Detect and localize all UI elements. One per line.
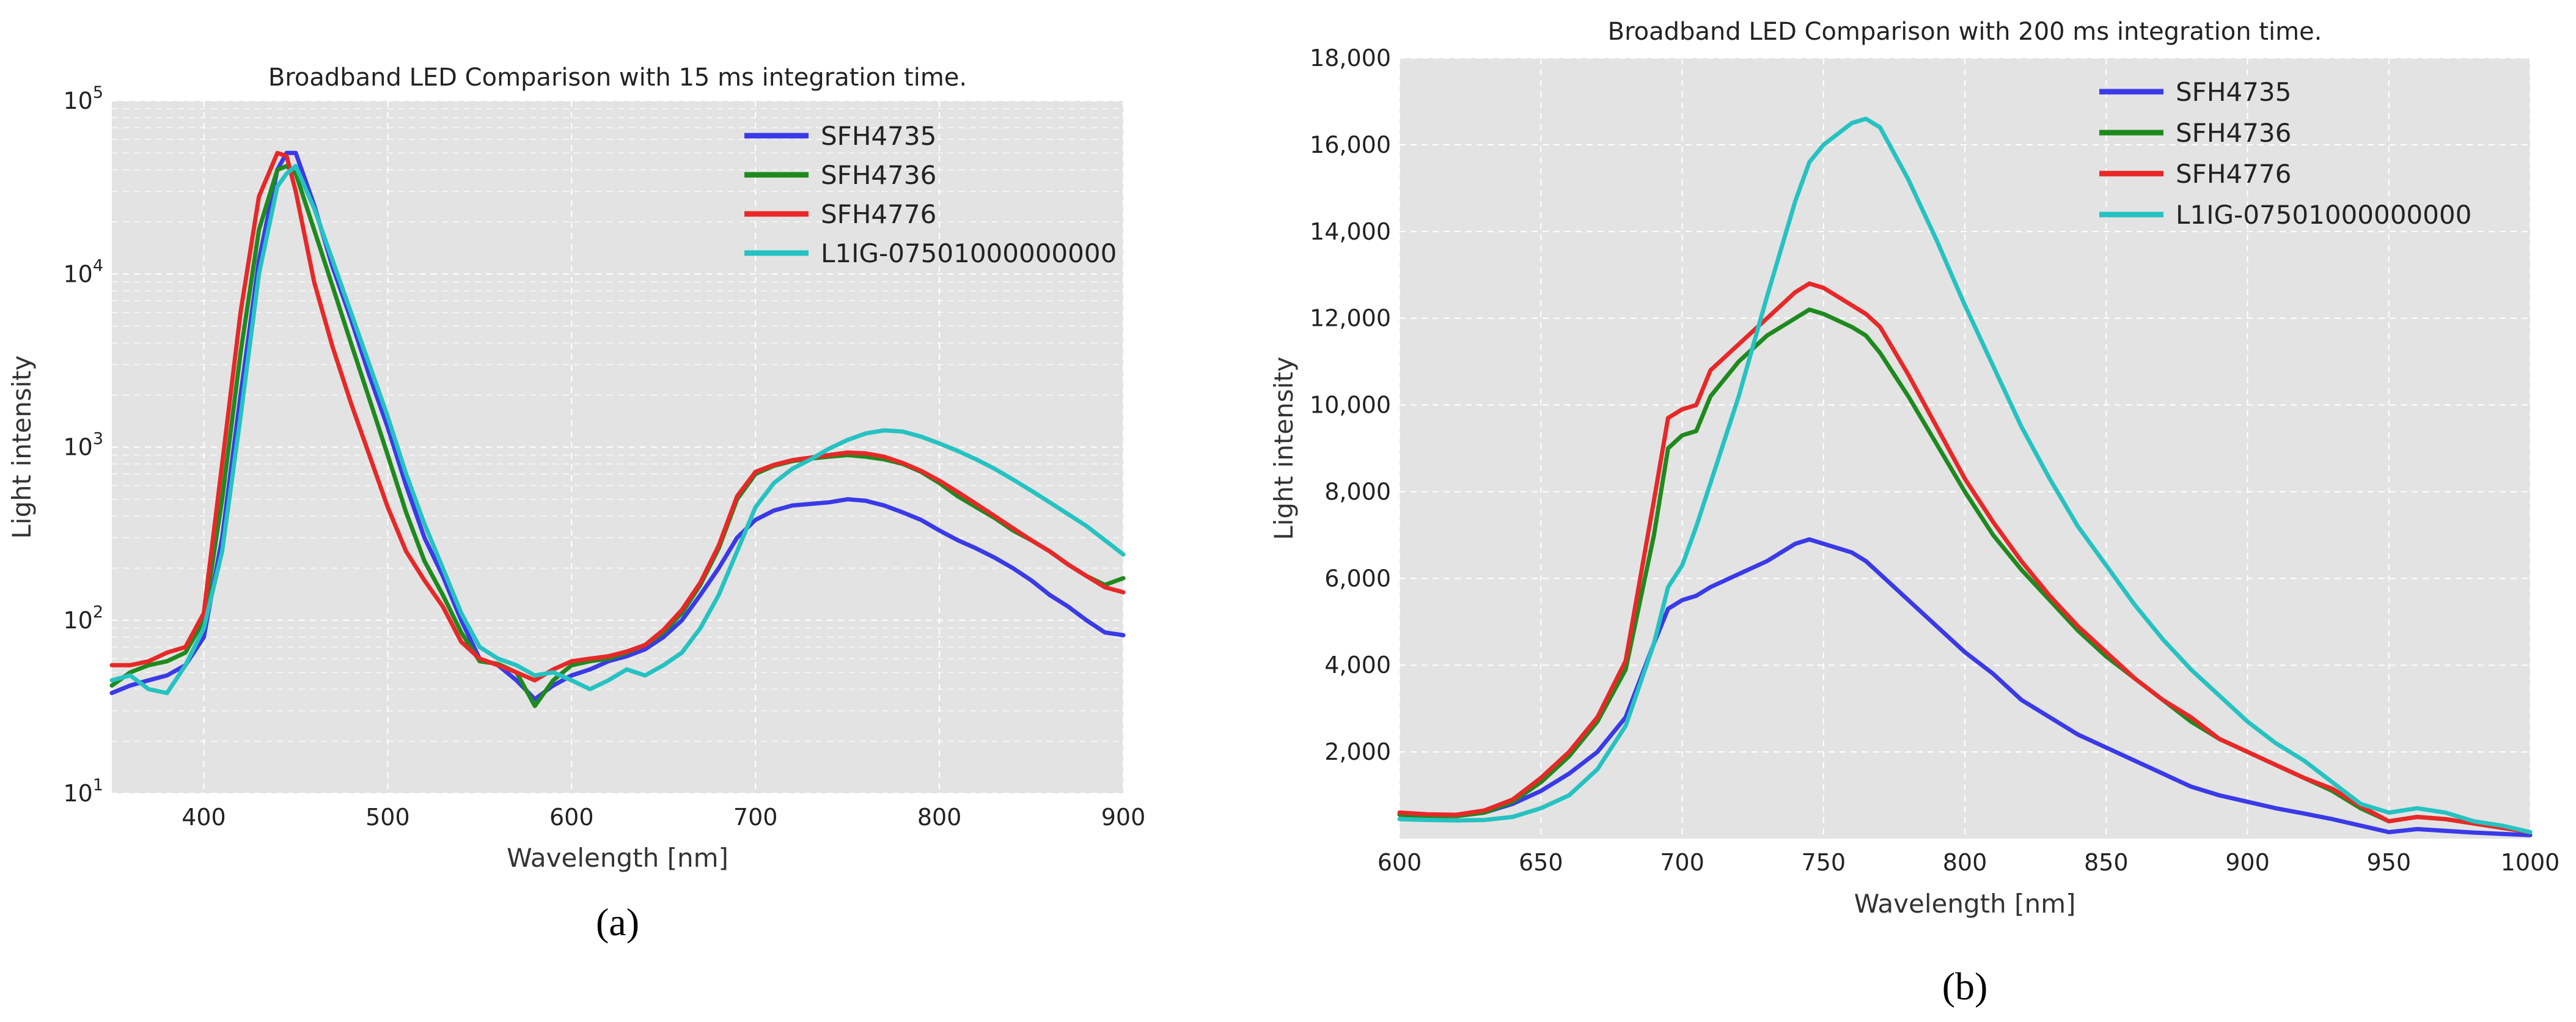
y-tick-label: 14,000 <box>1310 218 1391 245</box>
x-tick-label: 400 <box>182 804 226 831</box>
series-line-sfh4776 <box>1397 281 2533 834</box>
x-tick-label: 700 <box>1660 849 1704 876</box>
chart-b-x-ticks: 600 650 700 750 800 850 900 950 1000 <box>1378 849 2560 876</box>
y-tick-label: 102 <box>63 603 103 634</box>
legend-label: SFH4776 <box>821 199 936 229</box>
y-tick-label: 2,000 <box>1324 738 1391 765</box>
series-line-sfh4736 <box>109 164 1126 708</box>
y-tick-label: 4,000 <box>1324 652 1391 678</box>
chart-a-panel-label: (a) <box>596 900 639 944</box>
x-tick-label: 1000 <box>2501 849 2560 876</box>
legend-label: L1IG-07501000000000 <box>821 238 1117 268</box>
x-tick-label: 600 <box>549 804 594 831</box>
legend-label: SFH4736 <box>821 160 936 190</box>
chart-a-legend: SFH4735 SFH4736 SFH4776 L1IG-07501000000000 <box>744 121 1117 268</box>
x-tick-label: 800 <box>917 804 962 831</box>
x-tick-label: 700 <box>733 804 778 831</box>
chart-b-series <box>1397 116 2533 837</box>
x-tick-label: 950 <box>2366 849 2411 876</box>
chart-b-y-ticks: 2,000 4,000 6,000 8,000 10,000 12,000 14,000 16… <box>1310 45 1391 765</box>
legend-label: SFH4736 <box>2176 118 2291 148</box>
chart-b-title: Broadband LED Comparison with 200 ms int… <box>1608 18 2322 46</box>
y-tick-label: 12,000 <box>1310 305 1391 332</box>
legend-label: SFH4735 <box>2176 77 2291 107</box>
chart-b-y-axis-label: Light intensity <box>1269 356 1299 540</box>
legend-label: SFH4735 <box>821 121 936 151</box>
y-tick-label: 10,000 <box>1310 392 1391 419</box>
chart-b-panel-label: (b) <box>1942 965 1988 1008</box>
x-tick-label: 900 <box>2225 849 2270 876</box>
series-line-sfh4735 <box>1397 537 2533 837</box>
y-tick-label: 103 <box>63 430 103 461</box>
legend-label: SFH4776 <box>2176 159 2291 189</box>
x-tick-label: 600 <box>1378 849 1422 876</box>
legend-label: L1IG-07501000000000 <box>2176 200 2471 230</box>
chart-a-x-ticks: 400 500 600 700 800 900 <box>182 804 1145 831</box>
y-tick-label: 18,000 <box>1310 45 1391 72</box>
y-tick-label: 8,000 <box>1324 478 1391 505</box>
series-line-sfh4776 <box>109 150 1126 683</box>
chart-a: Broadband LED Comparison with 15 ms inte… <box>7 64 1145 944</box>
x-tick-label: 750 <box>1801 849 1846 876</box>
chart-a-y-axis-label: Light intensity <box>7 355 37 539</box>
y-tick-label: 104 <box>63 256 103 287</box>
x-tick-label: 500 <box>365 804 410 831</box>
y-tick-label: 101 <box>63 776 103 807</box>
y-tick-label: 6,000 <box>1324 565 1391 592</box>
chart-b-grid <box>1399 57 2531 839</box>
x-tick-label: 650 <box>1519 849 1563 876</box>
series-line-l1ig-07501000000000 <box>1397 116 2533 834</box>
y-tick-label: 105 <box>63 83 103 114</box>
series-line-l1ig-07501000000000 <box>109 164 1126 696</box>
x-tick-label: 850 <box>2084 849 2129 876</box>
chart-b-x-axis-label: Wavelength [nm] <box>1854 889 2076 919</box>
y-tick-label: 16,000 <box>1310 131 1391 158</box>
x-tick-label: 800 <box>1943 849 1987 876</box>
chart-a-series <box>109 150 1126 708</box>
chart-a-y-ticks: 101 102 103 104 105 <box>63 83 103 807</box>
chart-a-grid <box>112 100 1124 794</box>
series-line-sfh4735 <box>109 150 1126 702</box>
chart-b-legend: SFH4735 SFH4736 SFH4776 L1IG-07501000000000 <box>2099 77 2471 230</box>
chart-b: Broadband LED Comparison with 200 ms int… <box>1269 18 2559 1008</box>
x-tick-label: 900 <box>1101 804 1146 831</box>
chart-a-title: Broadband LED Comparison with 15 ms inte… <box>268 64 967 92</box>
chart-a-x-axis-label: Wavelength [nm] <box>507 843 728 873</box>
